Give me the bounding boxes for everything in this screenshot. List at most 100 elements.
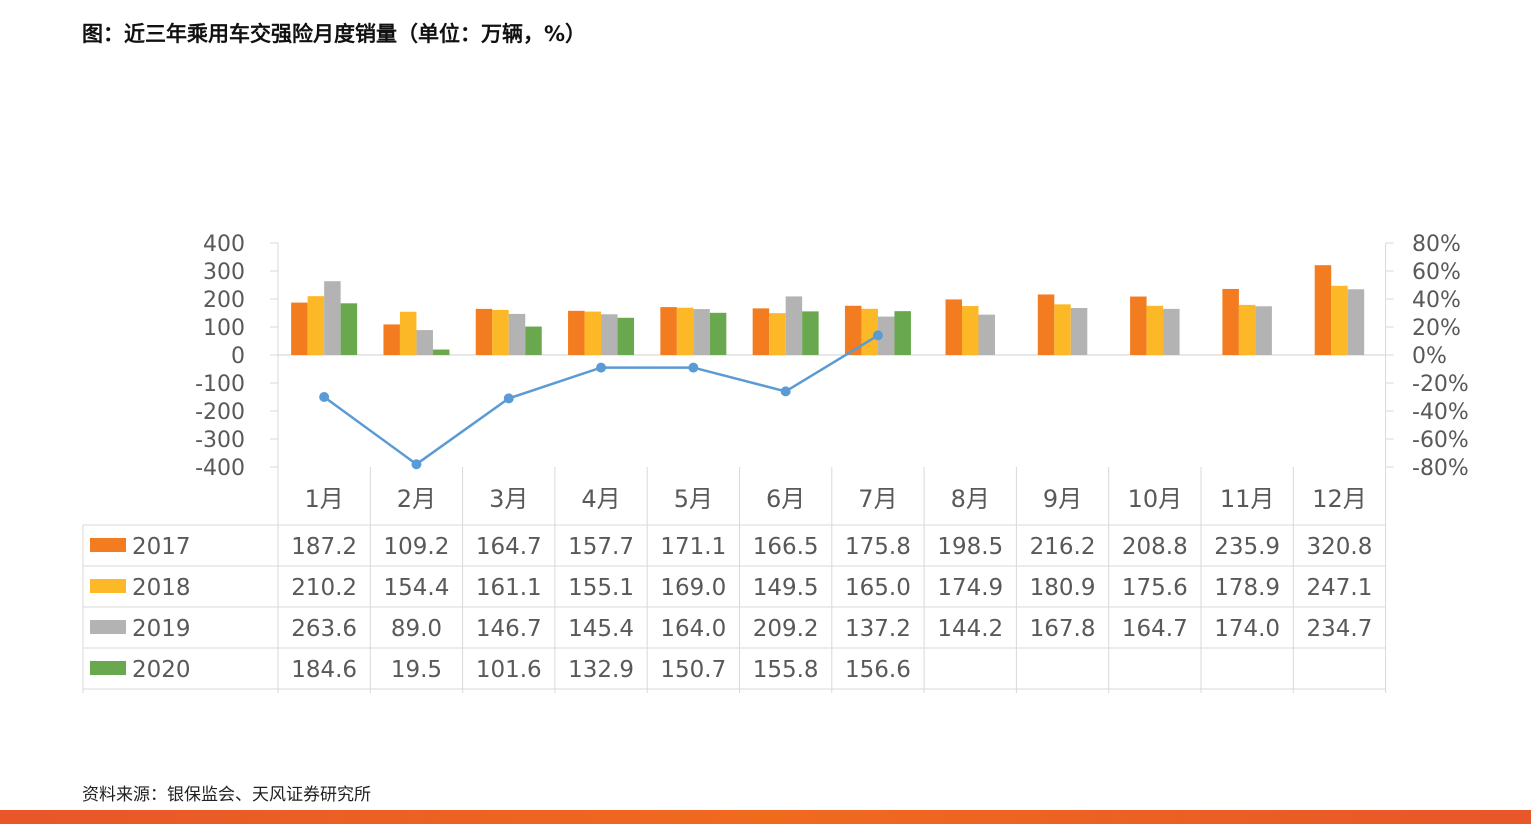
bar-2020-1 <box>340 303 358 355</box>
x-tick-label: 2月 <box>397 485 436 513</box>
x-tick-label: 10月 <box>1128 485 1183 513</box>
bar-2018-6 <box>769 313 786 355</box>
table-cell: 174.9 <box>937 575 1003 601</box>
legend-label-2017: 2017 <box>132 534 191 560</box>
table-cell: 137.2 <box>845 616 911 642</box>
x-tick-label: 12月 <box>1312 485 1367 513</box>
bar-2018-2 <box>399 311 417 355</box>
table-cell: 149.5 <box>753 575 819 601</box>
table-cell: 166.5 <box>753 534 819 560</box>
table-cell: 155.8 <box>753 657 819 683</box>
bar-2017-1 <box>291 302 308 355</box>
table-cell: 19.5 <box>391 657 442 683</box>
bar-2018-11 <box>1238 304 1256 355</box>
left-axis-tick-label: -100 <box>195 372 245 397</box>
x-tick-label: 8月 <box>951 485 990 513</box>
left-axis-tick-label: 300 <box>203 260 245 285</box>
table-cell: 184.6 <box>291 657 357 683</box>
table-cell: 209.2 <box>753 616 819 642</box>
x-tick-label: 3月 <box>489 485 528 513</box>
table-cell: 155.1 <box>568 575 634 601</box>
table-cell: 144.2 <box>937 616 1003 642</box>
x-tick-label: 5月 <box>674 485 713 513</box>
source-note: 资料来源：银保监会、天风证券研究所 <box>82 785 371 805</box>
bar-2018-5 <box>676 307 694 355</box>
right-axis-tick-label: -60% <box>1412 428 1469 453</box>
bar-2019-4 <box>601 314 618 355</box>
table-cell: 175.6 <box>1122 575 1188 601</box>
yoy-point-2 <box>411 459 422 470</box>
right-axis-tick-label: 0% <box>1412 344 1447 369</box>
bar-2019-3 <box>508 313 526 355</box>
left-axis-tick-label: 0 <box>231 344 245 369</box>
legend-label-2019: 2019 <box>132 616 191 642</box>
table-cell: 180.9 <box>1030 575 1096 601</box>
table-cell: 150.7 <box>660 657 726 683</box>
bar-2018-8 <box>962 306 979 355</box>
bar-2019-10 <box>1163 308 1180 355</box>
bar-2020-4 <box>617 317 635 355</box>
left-axis-tick-label: 100 <box>203 316 245 341</box>
bar-2020-6 <box>802 311 819 355</box>
table-cell: 164.7 <box>476 534 542 560</box>
bar-2019-7 <box>877 316 895 355</box>
yoy-point-7 <box>872 330 883 341</box>
bar-2018-3 <box>492 309 509 355</box>
table-cell: 146.7 <box>476 616 542 642</box>
table-cell: 132.9 <box>568 657 634 683</box>
right-axis-tick-label: 60% <box>1412 260 1461 285</box>
bar-2017-3 <box>475 308 493 355</box>
table-cell: 247.1 <box>1307 575 1373 601</box>
bar-2018-12 <box>1331 285 1348 355</box>
bar-2017-6 <box>752 308 770 355</box>
bar-2019-8 <box>978 314 995 355</box>
legend-swatch-2020 <box>90 661 126 675</box>
bar-2017-12 <box>1314 265 1332 355</box>
right-axis-tick-label: -80% <box>1412 456 1469 481</box>
bar-2019-1 <box>324 281 341 355</box>
table-cell: 165.0 <box>845 575 911 601</box>
yoy-point-6 <box>780 386 791 397</box>
table-cell: 154.4 <box>384 575 450 601</box>
right-axis-tick-label: 80% <box>1412 232 1461 257</box>
table-cell: 198.5 <box>937 534 1003 560</box>
bar-2018-4 <box>584 311 602 355</box>
table-cell: 109.2 <box>384 534 450 560</box>
bar-2020-7 <box>894 311 911 355</box>
x-tick-label: 4月 <box>581 485 620 513</box>
bar-2017-4 <box>568 310 585 355</box>
bar-2019-12 <box>1347 289 1365 355</box>
x-tick-label: 6月 <box>766 485 805 513</box>
bar-2017-9 <box>1037 294 1055 355</box>
bar-2018-1 <box>307 296 325 355</box>
right-axis-tick-label: -40% <box>1412 400 1469 425</box>
bar-2019-9 <box>1070 308 1088 355</box>
left-axis-tick-label: -300 <box>195 428 245 453</box>
bar-2019-6 <box>785 296 803 355</box>
left-axis-tick-label: 200 <box>203 288 245 313</box>
bar-2017-2 <box>383 324 400 355</box>
left-axis-tick-label: 400 <box>203 232 245 257</box>
legend-swatch-2018 <box>90 579 126 593</box>
table-cell: 89.0 <box>391 616 442 642</box>
legend-label-2020: 2020 <box>132 657 191 683</box>
bar-2019-11 <box>1255 306 1272 355</box>
x-tick-label: 9月 <box>1043 485 1082 513</box>
bar-2017-11 <box>1222 288 1239 355</box>
table-cell: 187.2 <box>291 534 357 560</box>
table-cell: 178.9 <box>1214 575 1280 601</box>
bar-2017-5 <box>660 307 677 355</box>
table-cell: 157.7 <box>568 534 634 560</box>
table-cell: 210.2 <box>291 575 357 601</box>
table-cell: 174.0 <box>1214 616 1280 642</box>
table-cell: 208.8 <box>1122 534 1188 560</box>
bar-2017-8 <box>945 299 962 355</box>
table-cell: 145.4 <box>568 616 634 642</box>
legend-swatch-2017 <box>90 538 126 552</box>
chart-title: 图：近三年乘用车交强险月度销量（单位：万辆，%） <box>82 22 587 46</box>
table-cell: 234.7 <box>1307 616 1373 642</box>
right-axis-tick-label: 20% <box>1412 316 1461 341</box>
table-cell: 263.6 <box>291 616 357 642</box>
yoy-point-5 <box>688 362 699 373</box>
bar-2020-2 <box>432 349 450 355</box>
